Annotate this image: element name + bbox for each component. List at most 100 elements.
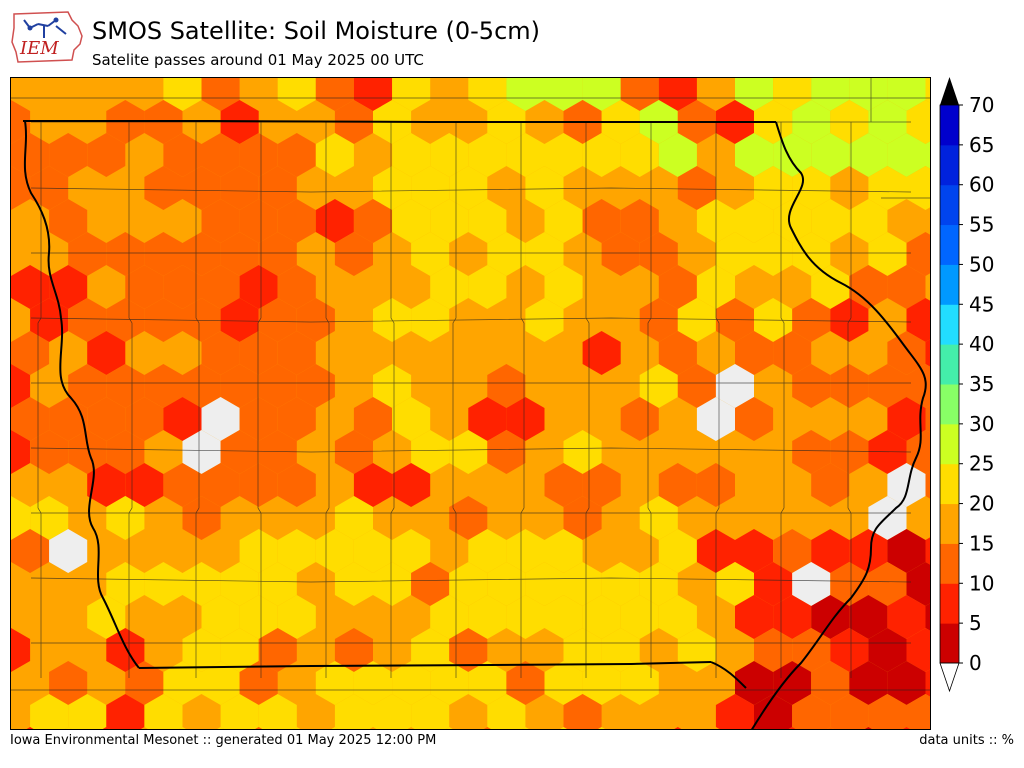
moisture-hex bbox=[163, 78, 202, 111]
moisture-hex bbox=[106, 562, 145, 606]
moisture-hex bbox=[773, 661, 812, 705]
county-line-horizontal bbox=[30, 317, 912, 323]
moisture-hex bbox=[334, 430, 373, 474]
moisture-hex bbox=[353, 661, 393, 705]
moisture-hex bbox=[220, 628, 259, 672]
moisture-hex bbox=[582, 595, 621, 639]
colorbar-segment bbox=[940, 105, 959, 146]
moisture-hex bbox=[582, 661, 621, 705]
moisture-hex bbox=[830, 364, 869, 408]
moisture-hex bbox=[658, 78, 697, 111]
moisture-hex bbox=[449, 496, 488, 540]
moisture-hex bbox=[102, 727, 110, 729]
moisture-hex bbox=[125, 397, 164, 441]
moisture-hex bbox=[315, 199, 354, 243]
moisture-hex bbox=[239, 331, 278, 375]
moisture-hex bbox=[11, 397, 50, 441]
state-boundaries bbox=[23, 120, 927, 729]
moisture-hex bbox=[106, 364, 145, 408]
moisture-hex bbox=[735, 133, 774, 177]
colorbar-tick-label: 0 bbox=[969, 651, 982, 675]
moisture-hex bbox=[887, 397, 926, 441]
moisture-hex bbox=[125, 265, 164, 309]
moisture-hex bbox=[906, 100, 930, 144]
moisture-hex bbox=[715, 694, 754, 729]
moisture-hex bbox=[906, 166, 930, 210]
moisture-hex bbox=[811, 133, 850, 177]
moisture-hex bbox=[373, 694, 412, 729]
moisture-hex bbox=[163, 265, 202, 309]
moisture-hex bbox=[544, 199, 583, 243]
moisture-hex bbox=[811, 463, 850, 507]
moisture-hex bbox=[49, 133, 88, 177]
moisture-hex bbox=[392, 199, 431, 243]
moisture-hex bbox=[906, 232, 930, 276]
moisture-hex bbox=[925, 405, 930, 433]
moisture-hex bbox=[849, 133, 888, 177]
county-line-horizontal bbox=[30, 447, 912, 453]
moisture-hex bbox=[68, 364, 107, 408]
moisture-hex bbox=[449, 628, 488, 672]
moisture-hex bbox=[11, 133, 50, 177]
iowa-north-border bbox=[23, 120, 776, 123]
colorbar-tick-label: 60 bbox=[969, 173, 994, 197]
moisture-hex bbox=[182, 232, 221, 276]
colorbar-segment bbox=[940, 423, 959, 465]
moisture-hex bbox=[430, 133, 469, 177]
moisture-hex bbox=[258, 364, 297, 408]
moisture-hex bbox=[544, 133, 583, 177]
moisture-hex bbox=[826, 727, 834, 729]
moisture-hex bbox=[868, 364, 907, 408]
moisture-hex bbox=[411, 694, 450, 729]
mississippi-river-east bbox=[751, 121, 927, 729]
moisture-hex bbox=[620, 397, 659, 441]
moisture-hex bbox=[925, 78, 930, 103]
moisture-hex bbox=[201, 133, 240, 177]
moisture-hex bbox=[182, 364, 221, 408]
moisture-hex bbox=[182, 562, 221, 606]
moisture-hex bbox=[674, 727, 682, 729]
moisture-hex bbox=[830, 298, 869, 342]
moisture-hex bbox=[754, 232, 793, 276]
moisture-hex bbox=[239, 661, 278, 705]
moisture-hex bbox=[620, 133, 659, 177]
moisture-hex bbox=[582, 199, 621, 243]
moisture-hex bbox=[792, 364, 831, 408]
moisture-hex bbox=[563, 628, 602, 672]
moisture-hex bbox=[754, 166, 793, 210]
moisture-hex bbox=[620, 199, 659, 243]
moisture-hex bbox=[754, 562, 793, 606]
moisture-hex bbox=[868, 628, 907, 672]
county-line-vertical bbox=[520, 122, 525, 678]
moisture-hex bbox=[487, 694, 526, 729]
moisture-hex bbox=[696, 463, 735, 507]
moisture-hex bbox=[506, 397, 545, 441]
moisture-hex bbox=[258, 232, 297, 276]
moisture-hex bbox=[582, 463, 621, 507]
moisture-hex bbox=[277, 463, 316, 507]
moisture-hex bbox=[49, 199, 88, 243]
moisture-hex bbox=[11, 430, 31, 474]
moisture-hex bbox=[811, 529, 850, 573]
moisture-hex bbox=[106, 298, 145, 342]
county-line-vertical bbox=[195, 122, 200, 678]
moisture-hex bbox=[220, 232, 259, 276]
moisture-hex bbox=[468, 133, 507, 177]
colorbar-tick-label: 45 bbox=[969, 292, 994, 316]
moisture-hex bbox=[106, 232, 145, 276]
moisture-hex bbox=[903, 727, 910, 729]
moisture-hex bbox=[353, 78, 393, 111]
map-subtitle: Satelite passes around 01 May 2025 00 UT… bbox=[92, 51, 424, 69]
moisture-hex bbox=[868, 166, 907, 210]
moisture-hex bbox=[525, 232, 564, 276]
moisture-hex bbox=[26, 727, 34, 729]
moisture-hex bbox=[487, 430, 526, 474]
moisture-hex bbox=[468, 78, 507, 111]
moisture-hex bbox=[849, 661, 888, 705]
moisture-hex bbox=[255, 727, 263, 729]
moisture-hex bbox=[239, 265, 278, 309]
colorbar-segment bbox=[940, 384, 959, 425]
moisture-hex bbox=[468, 595, 507, 639]
moisture-hex bbox=[334, 496, 373, 540]
moisture-hex bbox=[506, 133, 545, 177]
